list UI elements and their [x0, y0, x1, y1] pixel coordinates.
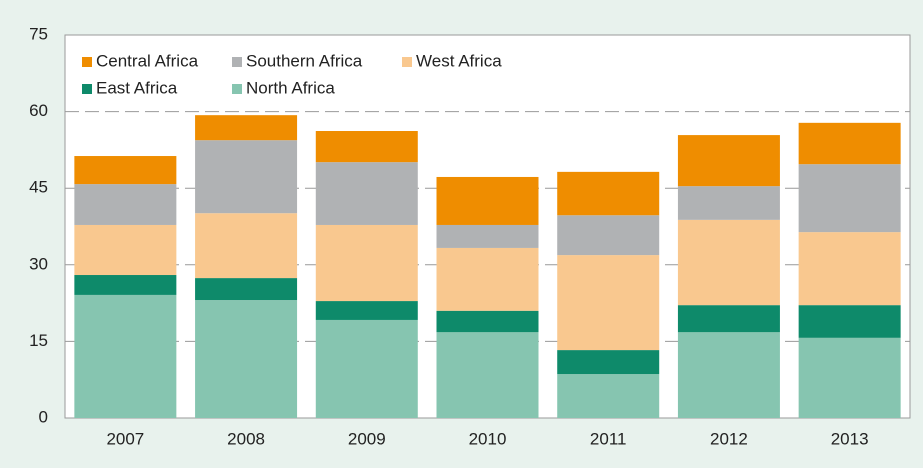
- x-tick-label: 2009: [348, 429, 386, 448]
- legend-swatch: [82, 84, 92, 94]
- legend-swatch: [82, 57, 92, 67]
- y-tick-label: 45: [29, 178, 48, 197]
- x-tick-label: 2008: [227, 429, 265, 448]
- bar-segment: [677, 219, 780, 306]
- bar-segment: [557, 171, 660, 216]
- y-tick-label: 75: [29, 24, 48, 43]
- x-tick-label: 2011: [590, 429, 627, 448]
- bar-segment: [315, 224, 418, 302]
- y-tick-label: 60: [29, 101, 48, 120]
- bar-segment: [798, 337, 901, 418]
- bar-segment: [74, 224, 177, 276]
- bar-segment: [315, 301, 418, 320]
- y-tick-label: 0: [39, 407, 48, 426]
- bar-segment: [195, 300, 298, 418]
- bar-segment: [677, 305, 780, 333]
- x-tick-label: 2007: [106, 429, 144, 448]
- legend-label: West Africa: [416, 51, 502, 70]
- bar-segment: [195, 115, 298, 141]
- bar-segment: [195, 140, 298, 214]
- bar-segment: [436, 247, 539, 311]
- legend-label: Central Africa: [96, 51, 199, 70]
- bar-segment: [677, 135, 780, 187]
- bar-segment: [677, 332, 780, 418]
- bar-segment: [436, 332, 539, 418]
- bar-segment: [315, 162, 418, 225]
- bar-segment: [436, 310, 539, 333]
- legend-label: Southern Africa: [246, 51, 363, 70]
- bar-segment: [315, 319, 418, 418]
- x-tick-label: 2012: [710, 429, 748, 448]
- bar-segment: [798, 232, 901, 306]
- bar-segment: [315, 131, 418, 163]
- y-tick-label: 15: [29, 331, 48, 350]
- bar-segment: [557, 255, 660, 351]
- bar-segment: [798, 164, 901, 233]
- bar-segment: [798, 122, 901, 165]
- bar-segment: [557, 215, 660, 256]
- bar-segment: [557, 350, 660, 375]
- legend-swatch: [232, 57, 242, 67]
- legend-swatch: [402, 57, 412, 67]
- legend-label: North Africa: [246, 78, 335, 97]
- legend-swatch: [232, 84, 242, 94]
- bar-segment: [195, 278, 298, 301]
- bar-segment: [74, 275, 177, 295]
- bar-segment: [436, 176, 539, 225]
- y-tick-label: 30: [29, 254, 48, 273]
- legend-label: East Africa: [96, 78, 178, 97]
- bar-segment: [436, 224, 539, 248]
- bar-segment: [798, 305, 901, 338]
- bar-segment: [74, 294, 177, 418]
- x-tick-label: 2013: [831, 429, 869, 448]
- bar-segment: [677, 186, 780, 220]
- bar-segment: [74, 156, 177, 185]
- bar-segment: [195, 213, 298, 279]
- x-tick-label: 2010: [469, 429, 507, 448]
- bar-segment: [557, 374, 660, 418]
- bar-segment: [74, 184, 177, 225]
